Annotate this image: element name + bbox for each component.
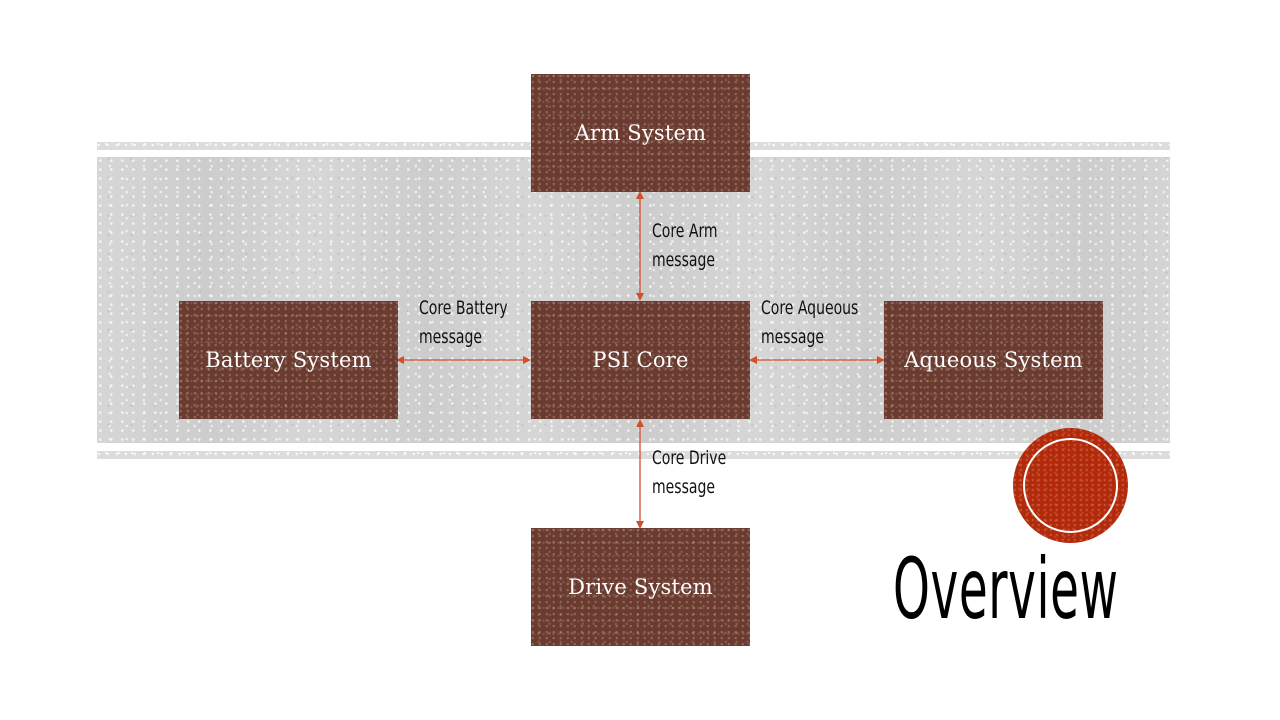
band-bottom-line [97,451,1170,459]
edge-label-aqueous: Core Aqueous message [761,297,859,348]
edge-label-battery: Core Battery message [419,297,508,348]
node-drive-system: Drive System [531,528,750,646]
edge-label-drive: Core Drive message [652,447,727,498]
node-psi-core: PSI Core [531,301,750,419]
node-arm-system: Arm System [531,74,750,192]
slide-title: Overview [893,540,1119,638]
node-aqueous-system: Aqueous System [884,301,1103,419]
node-core-label: PSI Core [592,348,689,372]
node-battery-system: Battery System [179,301,398,419]
node-battery-label: Battery System [205,348,372,372]
edge-label-arm: Core Arm message [652,220,718,271]
node-aqueous-label: Aqueous System [904,348,1083,372]
decorative-circle-ring [1023,438,1118,533]
node-arm-label: Arm System [574,121,707,145]
node-drive-label: Drive System [568,575,713,599]
